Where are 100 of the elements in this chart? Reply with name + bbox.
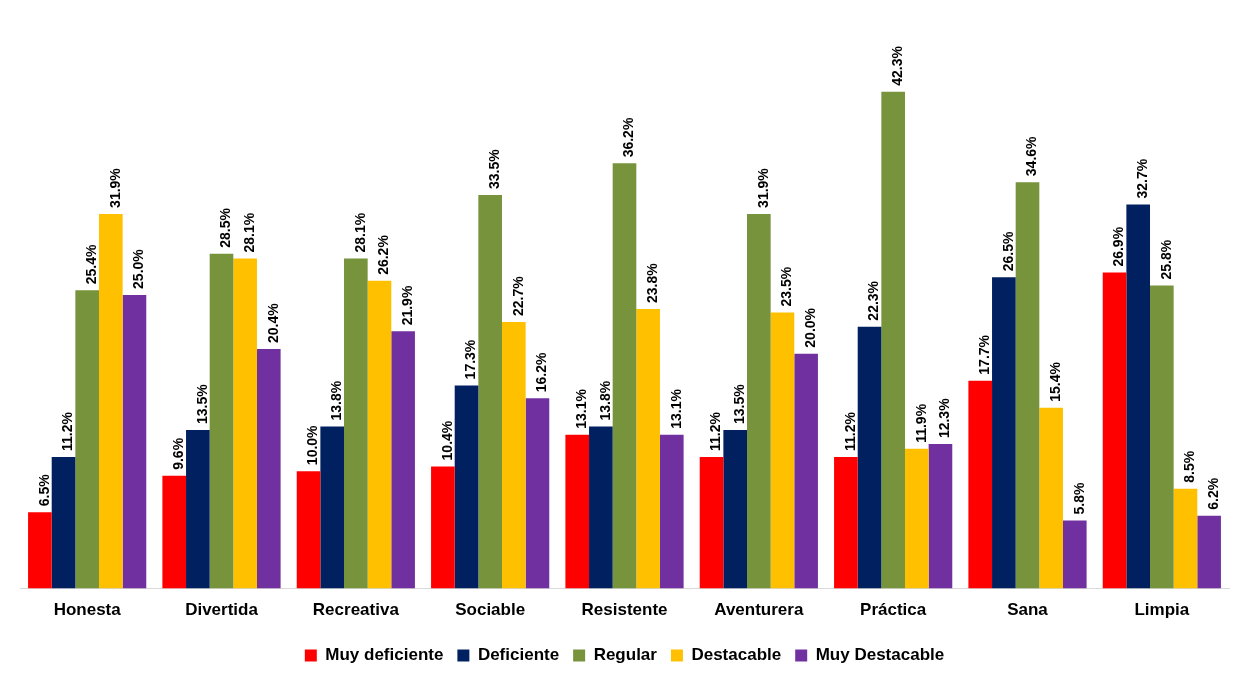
bar: [478, 195, 502, 589]
data-label: 13.5%: [193, 383, 210, 425]
data-label: 6.2%: [1204, 477, 1221, 510]
data-label: 26.9%: [1110, 226, 1127, 267]
data-label: 25.4%: [83, 243, 100, 285]
x-tick-label: Aventurera: [714, 600, 804, 620]
bar: [501, 321, 526, 589]
data-label: 26.5%: [999, 231, 1016, 272]
data-label: 13.1%: [667, 388, 684, 429]
data-label: 11.2%: [707, 411, 724, 452]
data-label: 10.0%: [304, 424, 321, 466]
data-label: 22.3%: [865, 280, 882, 321]
data-label: 20.0%: [801, 307, 818, 348]
legend-label: Regular: [593, 645, 658, 665]
x-tick-label: Divertida: [185, 600, 259, 620]
data-label: 8.5%: [1181, 450, 1198, 483]
bar: [904, 448, 929, 589]
bar: [122, 294, 147, 589]
data-label: 42.3%: [889, 45, 906, 86]
data-label: 28.1%: [241, 212, 257, 253]
bar: [723, 430, 748, 589]
bar: [431, 466, 455, 589]
data-label: 36.2%: [620, 117, 637, 158]
bar: [1126, 204, 1151, 589]
bar: [75, 290, 99, 589]
data-label: 26.2%: [375, 234, 392, 275]
bar: [589, 426, 613, 589]
x-tick-label: Recreativa: [312, 600, 400, 620]
data-label: 13.1%: [573, 388, 590, 429]
data-label: 33.5%: [486, 148, 503, 190]
bar: [344, 258, 368, 589]
data-label: 11.2%: [59, 411, 76, 452]
data-label: 23.8%: [644, 262, 660, 304]
bar: [209, 253, 234, 589]
bar: [320, 426, 345, 589]
bar: [1039, 407, 1063, 589]
data-label: 5.8%: [1070, 482, 1087, 515]
data-label: 21.9%: [398, 285, 415, 326]
x-tick-label: Honesta: [53, 600, 122, 620]
data-label: 20.4%: [264, 302, 281, 343]
bar: [256, 348, 281, 589]
bar: [834, 457, 858, 589]
data-label: 12.3%: [936, 397, 953, 439]
data-label: 17.7%: [976, 334, 993, 375]
bar: [296, 471, 321, 589]
data-label: 22.7%: [509, 275, 526, 316]
x-tick-label: Resistente: [581, 600, 668, 620]
data-label: 34.6%: [1023, 135, 1040, 177]
bar: [794, 353, 818, 589]
x-tick-label: Limpia: [1134, 600, 1190, 620]
data-label: 25.8%: [1157, 239, 1174, 280]
data-label: 31.9%: [754, 167, 771, 208]
data-label: 10.4%: [438, 420, 455, 461]
bar: [391, 331, 415, 589]
data-label: 31.9%: [106, 167, 123, 208]
data-label: 17.3%: [462, 339, 479, 380]
legend-label: Muy deficiente: [325, 645, 444, 665]
bar: [636, 309, 660, 589]
bar: [881, 91, 905, 589]
x-tick-label: Práctica: [860, 600, 927, 620]
bar: [928, 444, 953, 589]
data-label: 28.1%: [351, 212, 368, 253]
bar: [1197, 515, 1221, 589]
bar: [659, 434, 684, 589]
bar: [612, 163, 637, 589]
data-label: 15.4%: [1047, 361, 1063, 402]
bar: [367, 280, 392, 589]
x-tick-label: Sociable: [455, 600, 526, 620]
data-label: 25.0%: [130, 248, 147, 289]
bar: [968, 380, 993, 589]
bar: [98, 213, 123, 589]
bar: [747, 213, 771, 589]
data-label: 6.5%: [35, 473, 52, 507]
legend-label: Destacable: [691, 645, 782, 665]
bar: [162, 475, 187, 589]
bar: [857, 326, 882, 589]
bar: [525, 398, 550, 589]
bar: [28, 512, 52, 589]
bar: [565, 434, 590, 589]
data-label: 23.5%: [778, 266, 795, 307]
data-label: 13.8%: [596, 380, 613, 421]
data-label: 9.6%: [170, 437, 187, 470]
bar: [51, 457, 76, 589]
data-label: 32.7%: [1134, 158, 1151, 199]
data-label: 16.2%: [533, 352, 550, 393]
x-tick-label: Sana: [1007, 600, 1049, 620]
data-label: 13.8%: [328, 380, 345, 421]
bar: [233, 258, 257, 589]
bar: [699, 457, 724, 589]
legend-label: Deficiente: [477, 645, 560, 665]
data-label: 28.5%: [217, 207, 234, 248]
data-label: 13.5%: [731, 383, 748, 425]
legend-label: Muy Destacable: [815, 645, 945, 665]
bar: [1150, 285, 1174, 589]
bar: [454, 385, 479, 589]
data-label: 11.9%: [912, 403, 929, 443]
bar: [770, 312, 795, 589]
bar: [992, 277, 1016, 589]
bar: [1062, 520, 1087, 589]
bar: [1173, 488, 1198, 589]
